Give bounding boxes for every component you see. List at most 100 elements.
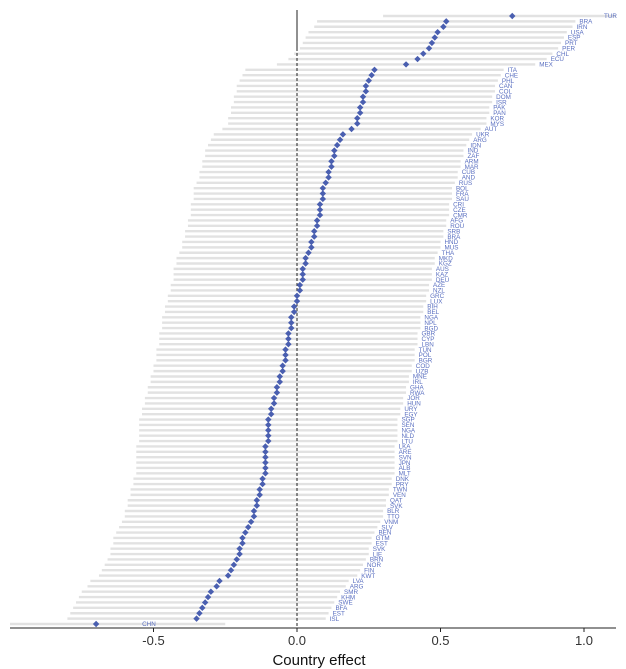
country-label: BOL <box>456 185 469 192</box>
country-point <box>365 77 372 84</box>
country-point <box>262 464 269 472</box>
country-label: IRN <box>577 24 588 31</box>
country-point <box>316 211 324 219</box>
country-label: TWN <box>393 487 408 494</box>
country-label: NOR <box>367 562 381 569</box>
country-point <box>282 346 289 353</box>
country-point <box>285 330 292 337</box>
country-label: AND <box>462 175 476 182</box>
country-point <box>299 265 306 273</box>
country-label: KWT <box>361 573 375 580</box>
country-point <box>325 168 332 176</box>
country-label: NPL <box>424 320 437 327</box>
country-point <box>285 335 292 343</box>
country-label: QAT <box>390 497 403 504</box>
country-label: CZE <box>453 207 466 214</box>
x-axis-ticks: -0.5 0.0 0.5 1.0 <box>142 628 593 648</box>
country-point <box>92 620 100 628</box>
country-point <box>262 470 269 477</box>
country-point <box>285 341 292 348</box>
country-label: ARM <box>465 158 479 165</box>
country-label: KAZ <box>436 271 448 278</box>
country-point <box>331 147 338 154</box>
country-label: GTM <box>376 535 390 542</box>
country-label: LTU <box>401 438 413 445</box>
country-point <box>311 233 318 240</box>
country-label: PER <box>562 45 575 52</box>
country-label: ITA <box>508 67 518 74</box>
country-point <box>239 534 246 542</box>
country-point <box>359 93 367 100</box>
country-point <box>336 136 344 143</box>
country-point <box>362 82 370 90</box>
country-label: PRT <box>565 40 578 47</box>
x-tick-label: 0.0 <box>288 633 306 648</box>
country-label: KHM <box>341 594 355 601</box>
country-point <box>276 378 283 386</box>
country-point <box>204 593 212 601</box>
country-point <box>316 206 324 213</box>
country-point <box>428 39 436 47</box>
country-label: URY <box>404 406 418 413</box>
country-point <box>256 491 263 499</box>
country-point <box>325 174 332 181</box>
country-point <box>308 238 315 246</box>
country-label: ESP <box>568 35 581 42</box>
country-label: SAU <box>456 196 469 203</box>
x-axis-title: Country effect <box>272 652 366 669</box>
country-label: IRL <box>413 379 423 386</box>
country-point <box>267 405 275 412</box>
country-point <box>253 497 261 504</box>
country-label: SVK <box>373 546 386 553</box>
country-label: SVK <box>390 503 403 510</box>
country-label: ALB <box>399 465 411 472</box>
country-label: BFA <box>335 605 348 612</box>
country-label: DEU <box>436 277 450 284</box>
country-label: EST <box>376 540 388 547</box>
country-label: ARG <box>473 137 487 144</box>
country-label: ARE <box>399 449 412 456</box>
country-label: JPN <box>399 460 411 467</box>
country-point <box>259 475 266 482</box>
country-label: BLR <box>387 508 400 515</box>
country-label: POL <box>419 352 432 359</box>
country-point <box>356 109 364 117</box>
country-point <box>305 249 312 256</box>
country-point <box>213 583 220 590</box>
country-label: TTO <box>387 514 400 521</box>
country-label: BGR <box>419 358 433 365</box>
country-label: CHE <box>505 72 518 79</box>
country-point <box>316 201 324 208</box>
country-point <box>250 507 258 515</box>
country-point <box>250 513 258 520</box>
country-point <box>293 292 301 299</box>
country-point <box>311 228 318 235</box>
country-point <box>236 545 243 552</box>
country-label: CUB <box>462 169 475 176</box>
x-tick-label: -0.5 <box>142 633 164 648</box>
country-label: SEN <box>401 422 414 429</box>
country-point <box>402 61 410 68</box>
country-point <box>256 486 263 493</box>
country-point <box>362 88 370 95</box>
country-label: GHA <box>410 384 424 391</box>
country-point <box>299 271 306 278</box>
country-label: DNK <box>396 476 410 483</box>
country-label: COD <box>416 363 430 370</box>
country-label: NGA <box>401 428 415 435</box>
country-point <box>236 550 243 558</box>
country-point <box>299 276 306 283</box>
country-point <box>288 319 295 326</box>
country-label: GBR <box>422 331 436 338</box>
country-point <box>288 324 295 332</box>
country-point <box>348 125 355 133</box>
country-point <box>443 18 450 25</box>
country-label: EGY <box>404 411 418 418</box>
country-label: MKD <box>439 255 453 262</box>
country-label: UZB <box>416 368 429 375</box>
country-point <box>233 556 240 563</box>
country-points <box>92 12 516 628</box>
country-label: MNE <box>413 374 427 381</box>
country-point <box>509 12 516 20</box>
country-label: BEL <box>427 309 439 316</box>
